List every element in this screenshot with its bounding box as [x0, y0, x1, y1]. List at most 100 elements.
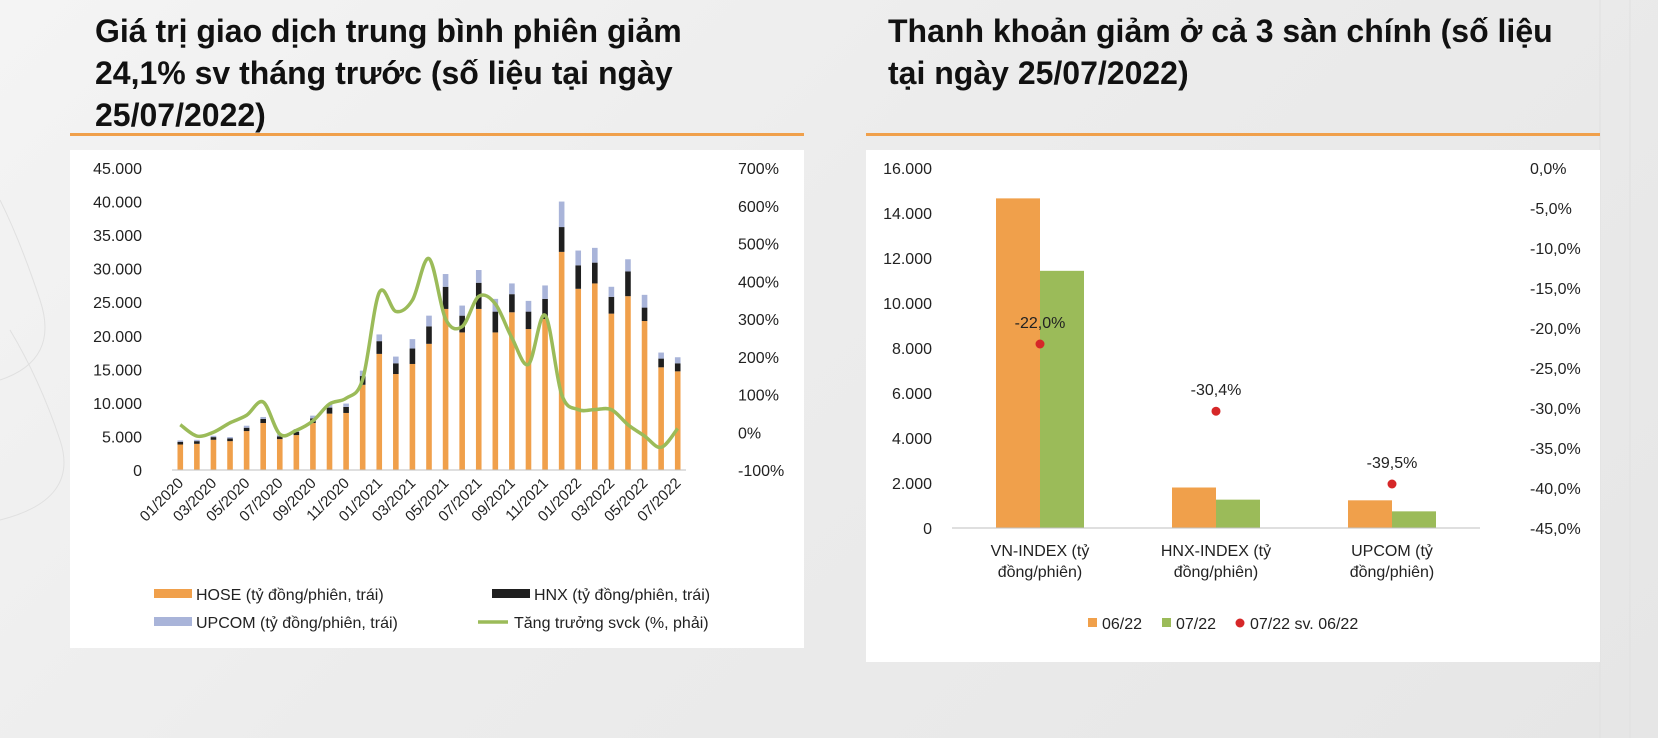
- bar-upcom: [260, 416, 266, 419]
- bar-hose: [426, 343, 432, 470]
- bar-06-22: [996, 198, 1040, 528]
- bar-hose: [459, 332, 465, 470]
- bar-hnx: [625, 271, 631, 297]
- right-y-tick-label: 700%: [738, 161, 779, 178]
- bar-upcom: [426, 315, 432, 327]
- bar-hose: [525, 329, 532, 470]
- right-y-tick-label: -35,0%: [1530, 441, 1581, 458]
- bar-hose: [210, 439, 217, 470]
- bar-upcom: [194, 439, 200, 442]
- bar-upcom: [641, 294, 648, 308]
- legend-swatch: [154, 617, 192, 626]
- category-label: đồng/phiên): [1350, 564, 1435, 581]
- change-data-label: -39,5%: [1367, 455, 1418, 472]
- bar-hose: [293, 435, 300, 470]
- bar-upcom: [227, 437, 233, 439]
- left-y-tick-label: 12.000: [883, 251, 932, 268]
- bar-hose: [409, 363, 416, 470]
- bar-upcom: [658, 352, 664, 359]
- left-y-tick-label: 25.000: [93, 295, 142, 312]
- bar-hnx: [177, 441, 184, 445]
- left-y-tick-label: 0: [923, 521, 932, 538]
- bar-hnx: [674, 363, 681, 372]
- change-point: [1387, 479, 1397, 489]
- change-point: [1211, 406, 1221, 416]
- left-y-tick-label: 40.000: [93, 195, 142, 212]
- bar-upcom: [243, 425, 250, 428]
- bar-hnx: [608, 296, 615, 314]
- legend-label: 07/22: [1176, 616, 1216, 633]
- right-y-tick-label: -20,0%: [1530, 321, 1581, 338]
- bar-hose: [177, 444, 184, 470]
- bar-hose: [608, 313, 615, 470]
- legend-label: HNX (tỷ đồng/phiên, trái): [534, 587, 710, 604]
- left-y-tick-label: 30.000: [93, 262, 142, 279]
- left-y-tick-label: 5.000: [102, 429, 142, 446]
- legend-label: HOSE (tỷ đồng/phiên, trái): [196, 587, 384, 604]
- left-y-tick-label: 10.000: [883, 296, 932, 313]
- right-chart: 0 2.000 4.000 6.000 8.000 10.000 12.000 14.000 1…: [883, 161, 1581, 633]
- right-y-tick-label: -15,0%: [1530, 281, 1581, 298]
- bar-hose: [475, 308, 482, 470]
- legend-label: UPCOM (tỷ đồng/phiên, trái): [196, 615, 398, 632]
- left-chart: 0 5.000 10.000 15.000 20.000 25.000 30.000 35.0…: [93, 161, 784, 632]
- bar-upcom: [459, 305, 465, 316]
- right-y-tick-label: 600%: [738, 199, 779, 216]
- left-title-divider: [70, 133, 804, 136]
- category-label: HNX-INDEX (tỷ: [1161, 543, 1271, 560]
- bar-hnx: [459, 315, 465, 333]
- category-label: UPCOM (tỷ: [1351, 543, 1433, 560]
- bar-upcom: [625, 259, 631, 272]
- bar-hnx: [575, 265, 582, 289]
- bar-upcom: [542, 285, 548, 299]
- bar-hose: [592, 283, 598, 470]
- bar-upcom: [409, 339, 416, 349]
- bar-hnx: [509, 294, 515, 313]
- bar-upcom: [509, 283, 515, 295]
- bar-hose: [326, 413, 333, 470]
- bar-hnx: [260, 418, 266, 424]
- bar-upcom: [525, 300, 532, 312]
- category-label: đồng/phiên): [998, 564, 1083, 581]
- bar-hnx: [542, 298, 548, 319]
- right-y-tick-label: 0%: [738, 425, 761, 442]
- bar-hose: [658, 367, 664, 470]
- legend-label: Tăng trưởng svck (%, phải): [514, 615, 709, 632]
- bar-hose: [674, 371, 681, 470]
- bar-hnx: [227, 438, 233, 442]
- left-chart-title: Giá trị giao dịch trung bình phiên giảm …: [95, 13, 682, 133]
- right-y-tick-label: -100%: [738, 463, 784, 480]
- bar-upcom: [343, 403, 349, 407]
- bar-hnx: [343, 406, 349, 413]
- bar-hnx: [426, 326, 432, 344]
- bar-06-22: [1172, 487, 1216, 528]
- bar-07-22: [1040, 270, 1084, 528]
- left-y-tick-label: 8.000: [892, 341, 932, 358]
- bar-hnx: [442, 286, 449, 309]
- right-y-tick-label: -45,0%: [1530, 521, 1581, 538]
- bar-hnx: [293, 431, 300, 436]
- bar-hnx: [194, 441, 200, 444]
- right-chart-panel: 0 2.000 4.000 6.000 8.000 10.000 12.000 14.000 1…: [866, 150, 1600, 662]
- bar-hose: [194, 443, 200, 470]
- bar-hnx: [243, 427, 250, 432]
- bar-hose: [542, 319, 548, 470]
- bar-hnx: [525, 311, 532, 330]
- bar-hnx: [641, 307, 648, 322]
- bar-upcom: [575, 250, 582, 266]
- bar-hose: [343, 412, 349, 470]
- bar-hose: [276, 439, 283, 470]
- bar-hose: [509, 312, 515, 470]
- growth-line: [179, 256, 680, 450]
- legend-label: 07/22 sv. 06/22: [1250, 616, 1358, 633]
- bar-upcom: [674, 357, 681, 364]
- bar-upcom: [210, 435, 217, 438]
- change-point: [1035, 339, 1045, 349]
- bar-hnx: [210, 437, 217, 440]
- bar-hnx: [393, 363, 399, 375]
- right-y-tick-label: -25,0%: [1530, 361, 1581, 378]
- category-label: VN-INDEX (tỷ: [991, 543, 1090, 560]
- right-y-tick-label: -5,0%: [1530, 201, 1572, 218]
- bar-upcom: [592, 247, 598, 263]
- legend-swatch: [154, 589, 192, 598]
